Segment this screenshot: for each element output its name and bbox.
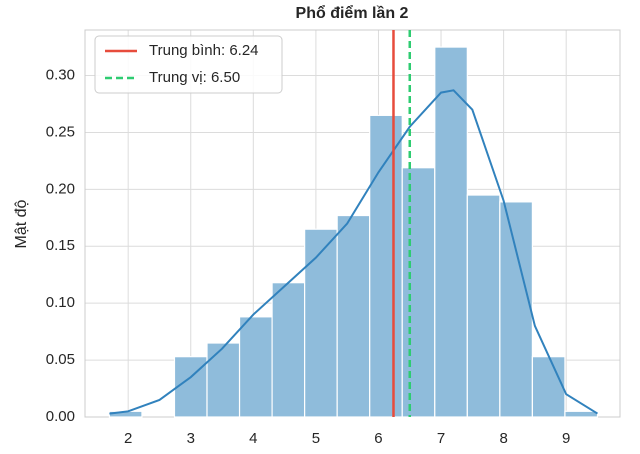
legend-box — [94, 35, 283, 94]
bar — [564, 410, 599, 418]
x-tick-label: 8 — [499, 430, 507, 447]
x-tick-label: 6 — [374, 430, 382, 447]
y-tick-label: 0.00 — [46, 408, 75, 425]
x-tick-label: 7 — [437, 430, 445, 447]
y-tick-label: 0.20 — [46, 180, 75, 197]
y-axis-label: Mật độ — [13, 199, 30, 248]
y-tick-label: 0.25 — [46, 123, 75, 140]
bar — [499, 201, 533, 418]
x-tick-label: 2 — [124, 430, 132, 447]
bar — [238, 316, 273, 418]
y-tick-label: 0.30 — [46, 66, 75, 83]
bar — [434, 46, 468, 418]
kde-line — [109, 89, 598, 415]
bar — [401, 167, 436, 418]
x-tick-label: 5 — [312, 430, 320, 447]
bar — [304, 228, 338, 418]
legend-label: Trung vị: 6.50 — [149, 69, 240, 86]
x-tick-label: 9 — [562, 430, 570, 447]
legend: Trung bình: 6.24 Trung vị: 6.50 — [94, 35, 283, 94]
bar — [271, 282, 306, 418]
bar — [336, 214, 371, 418]
legend-label: Trung bình: 6.24 — [149, 42, 259, 59]
y-tick-label: 0.10 — [46, 294, 75, 311]
bar — [206, 342, 241, 418]
bar — [369, 114, 403, 418]
bar — [531, 356, 566, 418]
y-tick-label: 0.15 — [46, 237, 75, 254]
x-tick-label: 4 — [249, 430, 257, 447]
chart-title: Phổ điểm lần 2 — [296, 4, 409, 22]
x-tick-label: 3 — [187, 430, 195, 447]
y-tick-label: 0.05 — [46, 351, 75, 368]
bar — [466, 194, 501, 418]
